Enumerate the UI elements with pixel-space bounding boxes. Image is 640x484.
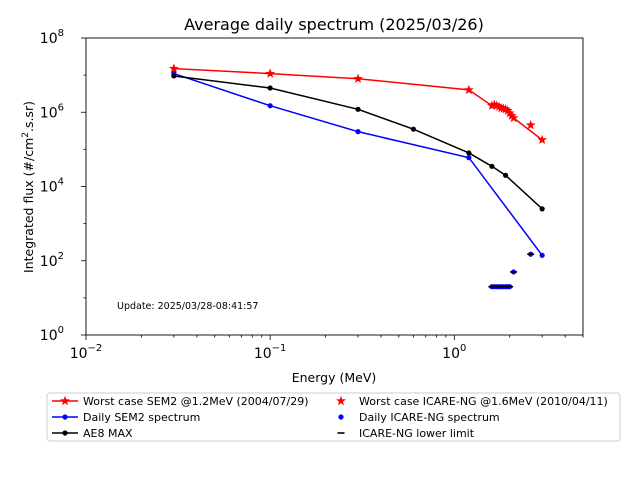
legend: Worst case SEM2 @1.2MeV (2004/07/29) Dail… bbox=[46, 392, 621, 442]
y-tick-label-4: 108 bbox=[40, 28, 64, 47]
data-point-ae8-max-2 bbox=[355, 106, 361, 112]
data-point-worst-case-sem2-1-2mev-2004-07-29-11 bbox=[502, 105, 513, 115]
y-axis-label-prefix: Integrated flux (#/cm bbox=[21, 138, 36, 273]
data-point-ae8-max-6 bbox=[503, 172, 509, 178]
legend-marker-worst-case-icare-ng-1-6mev-2010-04-11 bbox=[336, 395, 346, 406]
data-point-ae8-max-7 bbox=[539, 206, 545, 212]
legend-label-daily-sem2-spectrum: Daily SEM2 spectrum bbox=[83, 411, 200, 424]
legend-label-icare-ng-lower-limit: ICARE-NG lower limit bbox=[359, 427, 475, 440]
series-worst-case-sem2-1-2mev-2004-07-29 bbox=[168, 63, 548, 145]
legend-label-worst-case-sem2-1-2mev-2004-07-29: Worst case SEM2 @1.2MeV (2004/07/29) bbox=[83, 395, 308, 408]
data-point-daily-sem2-spectrum-3 bbox=[466, 155, 472, 161]
x-tick-label-2: 100 bbox=[442, 343, 466, 362]
data-point-worst-case-sem2-1-2mev-2004-07-29-2 bbox=[353, 73, 363, 83]
legend-marker-daily-icare-ng-spectrum bbox=[338, 414, 344, 420]
y-tick-label-1: 102 bbox=[40, 251, 64, 270]
data-point-worst-case-sem2-1-2mev-2004-07-29-15 bbox=[537, 134, 548, 145]
update-annotation: Update: 2025/03/28-08:41:57 bbox=[117, 301, 258, 312]
plot-series-group bbox=[168, 63, 548, 290]
legend-label-ae8-max: AE8 MAX bbox=[83, 427, 133, 440]
data-point-worst-case-sem2-1-2mev-2004-07-29-4 bbox=[486, 100, 497, 110]
legend-item-daily-sem2-spectrum: Daily SEM2 spectrum bbox=[52, 411, 200, 424]
data-point-ae8-max-3 bbox=[410, 126, 417, 132]
data-point-daily-sem2-spectrum-1 bbox=[267, 103, 273, 109]
x-tick-label-0: 10−2 bbox=[70, 343, 103, 362]
series-ae8-max bbox=[171, 73, 545, 212]
series-worst-case-icare-ng-1-6mev-2010-04-11 bbox=[525, 119, 536, 130]
series-line-ae8-max bbox=[173, 75, 543, 210]
data-point-worst-case-sem2-1-2mev-2004-07-29-14 bbox=[508, 112, 519, 123]
data-point-worst-case-sem2-1-2mev-2004-07-29-12 bbox=[504, 107, 515, 118]
legend-marker-daily-sem2-spectrum bbox=[62, 414, 68, 420]
legend-label-daily-icare-ng-spectrum: Daily ICARE-NG spectrum bbox=[359, 411, 500, 424]
y-axis-label-superscript: 2 bbox=[21, 132, 31, 138]
data-point-ae8-max-0 bbox=[171, 73, 177, 79]
legend-frame bbox=[46, 392, 621, 442]
y-axis-label-suffix: .s.sr) bbox=[21, 101, 36, 132]
data-point-worst-case-sem2-1-2mev-2004-07-29-13 bbox=[506, 110, 517, 121]
data-point-worst-case-sem2-1-2mev-2004-07-29-1 bbox=[265, 68, 276, 78]
x-axis-label: Energy (MeV) bbox=[292, 370, 377, 385]
legend-item-ae8-max: AE8 MAX bbox=[52, 427, 133, 440]
y-tick-label-2: 104 bbox=[40, 177, 64, 196]
data-point-worst-case-sem2-1-2mev-2004-07-29-0 bbox=[168, 63, 179, 73]
chart-title: Average daily spectrum (2025/03/26) bbox=[184, 15, 484, 34]
data-point-worst-case-sem2-1-2mev-2004-07-29-10 bbox=[500, 104, 511, 114]
legend-item-worst-case-icare-ng-1-6mev-2010-04-11: Worst case ICARE-NG @1.6MeV (2010/04/11) bbox=[336, 395, 608, 408]
data-point-worst-case-sem2-1-2mev-2004-07-29-3 bbox=[463, 84, 474, 95]
data-point-ae8-max-1 bbox=[267, 85, 273, 91]
y-tick-label-3: 106 bbox=[40, 102, 64, 121]
data-point-ae8-max-5 bbox=[489, 163, 495, 169]
series-daily-sem2-spectrum bbox=[171, 70, 545, 258]
y-tick-label-0: 100 bbox=[40, 325, 64, 344]
series-icare-ng-lower-limit bbox=[488, 253, 535, 288]
data-point-daily-sem2-spectrum-4 bbox=[539, 252, 545, 258]
legend-item-daily-icare-ng-spectrum: Daily ICARE-NG spectrum bbox=[338, 411, 500, 424]
data-point-ae8-max-4 bbox=[466, 150, 472, 156]
data-point-worst-case-sem2-1-2mev-2004-07-29-7 bbox=[494, 101, 504, 112]
data-point-daily-sem2-spectrum-2 bbox=[355, 129, 361, 135]
legend-marker-ae8-max bbox=[62, 430, 68, 436]
legend-item-worst-case-sem2-1-2mev-2004-07-29: Worst case SEM2 @1.2MeV (2004/07/29) bbox=[52, 395, 308, 408]
legend-label-worst-case-icare-ng-1-6mev-2010-04-11: Worst case ICARE-NG @1.6MeV (2010/04/11) bbox=[359, 395, 608, 408]
axes: 10−2 10−1 100 100 102 104 106 108 bbox=[40, 28, 584, 362]
legend-marker-worst-case-sem2-1-2mev-2004-07-29 bbox=[60, 395, 70, 406]
data-point-worst-case-icare-ng-1-6mev-2010-04-11-0 bbox=[525, 119, 536, 130]
legend-item-icare-ng-lower-limit: ICARE-NG lower limit bbox=[337, 427, 475, 440]
y-axis-label: Integrated flux (#/cm2.s.sr) bbox=[21, 101, 36, 273]
x-tick-label-1: 10−1 bbox=[254, 343, 287, 362]
plot-area bbox=[168, 63, 548, 290]
